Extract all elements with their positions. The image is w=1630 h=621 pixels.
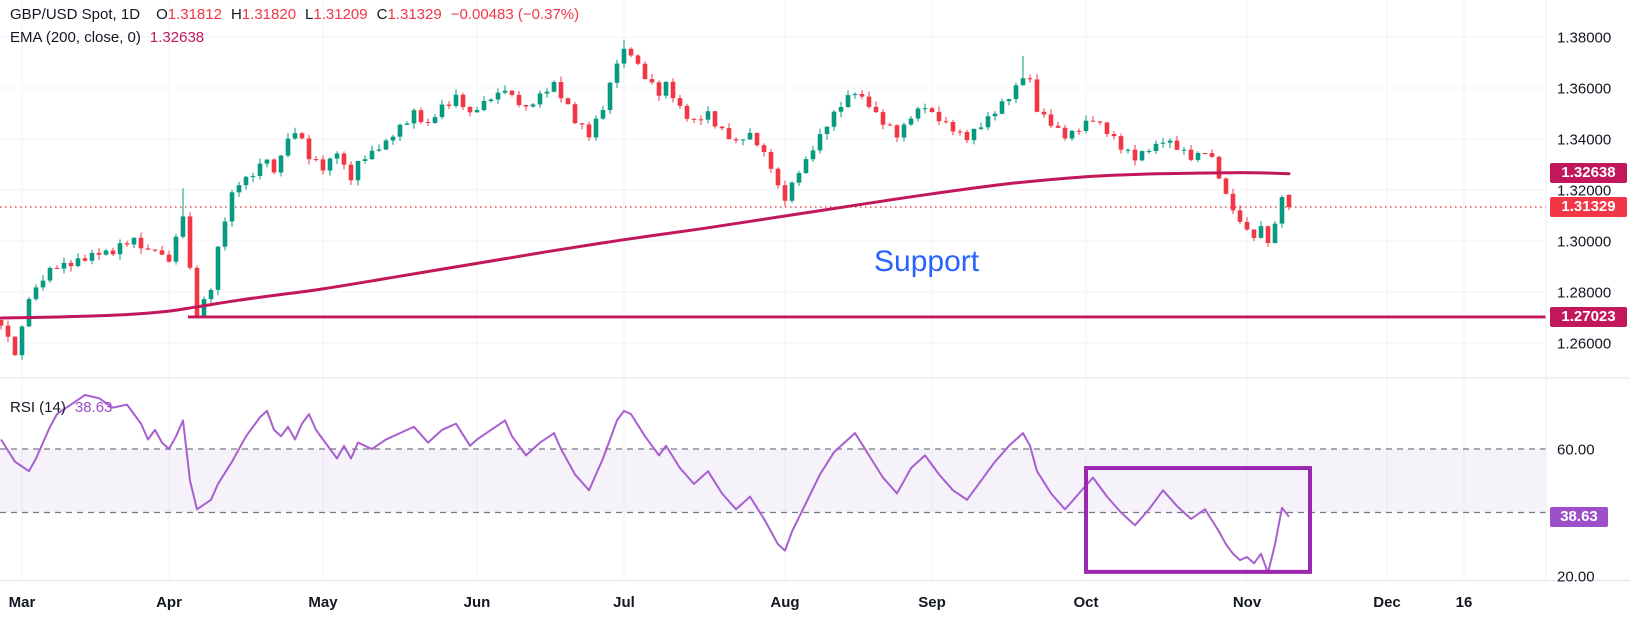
ohlc-key: C <box>376 6 388 23</box>
rsi-value-badge: 38.63 <box>1550 507 1608 527</box>
ohlc-key: H <box>230 6 242 23</box>
ohlc-value: 1.31812 <box>167 6 222 23</box>
rsi-value: 38.63 <box>74 399 113 416</box>
ema-legend[interactable]: EMA (200, close, 0) 1.32638 <box>10 29 204 46</box>
x-axis-label[interactable]: Apr <box>156 594 182 611</box>
ema-label: EMA (200, close, 0) <box>10 29 141 46</box>
x-axis-label[interactable]: Jun <box>464 594 491 611</box>
symbol-legend: GBP/USD Spot, 1D O1.31812 H1.31820 L1.31209… <box>10 6 579 23</box>
x-axis-label[interactable]: Dec <box>1373 594 1401 611</box>
rsi-line <box>0 394 1290 574</box>
ohlc-key: O <box>156 6 168 23</box>
candles <box>0 39 1292 360</box>
ohlc-value: 1.31209 <box>313 6 368 23</box>
last-price-badge: 1.31329 <box>1550 197 1627 217</box>
ema-price-badge: 1.32638 <box>1550 163 1627 183</box>
rsi-band <box>0 449 1546 513</box>
rsi-axis-label: 60.00 <box>1557 442 1595 459</box>
rsi-label: RSI (14) <box>10 399 66 416</box>
x-axis-label[interactable]: Nov <box>1233 594 1262 611</box>
x-axis-label[interactable]: May <box>308 594 338 611</box>
ohlc-low: L1.31209 <box>305 6 368 23</box>
change-value: −0.00483 (−0.37%) <box>450 6 580 23</box>
price-axis-label: 1.38000 <box>1557 30 1611 47</box>
ema-line <box>0 171 1291 320</box>
ema-value: 1.32638 <box>149 29 205 46</box>
symbol-title[interactable]: GBP/USD Spot, 1D <box>10 6 141 23</box>
price-axis-label: 1.34000 <box>1557 132 1611 149</box>
support-annotation[interactable]: Support <box>874 245 980 278</box>
rsi-axis-label: 20.00 <box>1557 569 1595 586</box>
x-axis-label[interactable]: Aug <box>770 594 799 611</box>
x-axis-label[interactable]: Mar <box>9 594 36 611</box>
ohlc-key: L <box>305 6 314 23</box>
highlight-rectangle[interactable] <box>1084 466 1312 574</box>
ohlc-value: 1.31329 <box>387 6 442 23</box>
ohlc-high: H1.31820 <box>231 6 296 23</box>
ohlc-close: C1.31329 <box>377 6 442 23</box>
x-axis-label[interactable]: 16 <box>1456 594 1473 611</box>
x-axis-label[interactable]: Sep <box>918 594 946 611</box>
price-axis-label: 1.28000 <box>1557 285 1611 302</box>
price-axis-label: 1.26000 <box>1557 336 1611 353</box>
x-axis-label[interactable]: Oct <box>1073 594 1098 611</box>
support-price-badge: 1.27023 <box>1550 307 1627 327</box>
ohlc-value: 1.31820 <box>241 6 297 23</box>
price-axis-label: 1.36000 <box>1557 81 1611 98</box>
price-axis-label: 1.32000 <box>1557 183 1611 200</box>
rsi-legend[interactable]: RSI (14) 38.63 <box>10 399 112 416</box>
x-axis-label[interactable]: Jul <box>613 594 635 611</box>
ohlc-open: O1.31812 <box>156 6 222 23</box>
price-axis-label: 1.30000 <box>1557 234 1611 251</box>
